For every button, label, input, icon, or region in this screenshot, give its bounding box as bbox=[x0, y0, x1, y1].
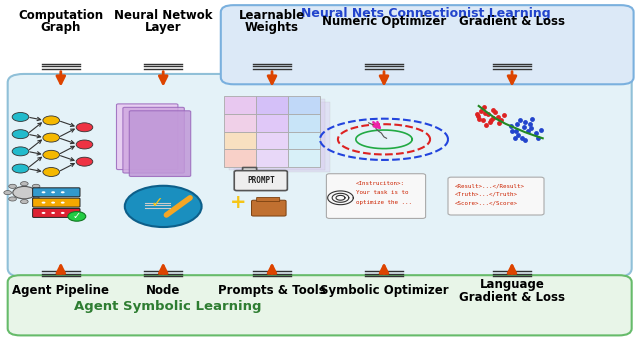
FancyBboxPatch shape bbox=[288, 114, 320, 132]
FancyBboxPatch shape bbox=[33, 198, 80, 207]
FancyBboxPatch shape bbox=[8, 275, 632, 335]
FancyBboxPatch shape bbox=[116, 104, 178, 170]
Circle shape bbox=[20, 182, 28, 186]
FancyBboxPatch shape bbox=[221, 5, 634, 84]
Circle shape bbox=[125, 186, 202, 227]
FancyBboxPatch shape bbox=[243, 168, 257, 172]
Text: ✓: ✓ bbox=[73, 211, 81, 222]
Text: optimize the ...: optimize the ... bbox=[356, 200, 412, 205]
Text: Graph: Graph bbox=[40, 21, 81, 34]
Circle shape bbox=[12, 112, 29, 121]
FancyBboxPatch shape bbox=[288, 96, 320, 114]
Text: PROMPT: PROMPT bbox=[247, 176, 275, 185]
Circle shape bbox=[43, 150, 60, 159]
FancyBboxPatch shape bbox=[224, 96, 256, 114]
Circle shape bbox=[32, 184, 40, 189]
Circle shape bbox=[51, 202, 55, 204]
Circle shape bbox=[43, 133, 60, 142]
FancyBboxPatch shape bbox=[234, 171, 287, 191]
FancyBboxPatch shape bbox=[8, 74, 632, 277]
Circle shape bbox=[68, 212, 86, 221]
Text: <Score>...</Score>: <Score>...</Score> bbox=[454, 201, 517, 206]
Text: Symbolic Optimizer: Symbolic Optimizer bbox=[320, 284, 448, 297]
Text: Gradient & Loss: Gradient & Loss bbox=[459, 291, 565, 304]
Text: Neural Netwok: Neural Netwok bbox=[114, 9, 212, 22]
Text: ✓: ✓ bbox=[150, 195, 163, 210]
Circle shape bbox=[12, 147, 29, 156]
FancyBboxPatch shape bbox=[256, 149, 288, 167]
Text: Layer: Layer bbox=[145, 21, 182, 34]
FancyBboxPatch shape bbox=[448, 177, 544, 215]
Text: Agent Symbolic Learning: Agent Symbolic Learning bbox=[74, 300, 261, 313]
Text: Node: Node bbox=[146, 284, 180, 297]
Text: <Result>...</Result>: <Result>...</Result> bbox=[454, 183, 524, 188]
FancyBboxPatch shape bbox=[229, 99, 325, 170]
FancyBboxPatch shape bbox=[326, 174, 426, 218]
Circle shape bbox=[37, 191, 45, 195]
FancyBboxPatch shape bbox=[224, 149, 256, 167]
Circle shape bbox=[12, 164, 29, 173]
Circle shape bbox=[13, 186, 36, 199]
Text: <Instruciton>:: <Instruciton>: bbox=[356, 181, 405, 186]
Circle shape bbox=[76, 157, 93, 166]
Circle shape bbox=[12, 130, 29, 139]
Text: Agent Pipeline: Agent Pipeline bbox=[12, 284, 109, 297]
FancyBboxPatch shape bbox=[33, 188, 80, 197]
Circle shape bbox=[4, 191, 12, 195]
FancyBboxPatch shape bbox=[234, 102, 330, 172]
Text: Language: Language bbox=[479, 278, 545, 291]
Text: Computation: Computation bbox=[18, 9, 104, 22]
FancyBboxPatch shape bbox=[252, 200, 286, 216]
Text: Weights: Weights bbox=[245, 21, 299, 34]
FancyBboxPatch shape bbox=[288, 149, 320, 167]
Circle shape bbox=[20, 200, 28, 204]
FancyBboxPatch shape bbox=[224, 114, 256, 132]
FancyBboxPatch shape bbox=[256, 96, 288, 114]
FancyBboxPatch shape bbox=[129, 111, 191, 176]
Circle shape bbox=[9, 197, 17, 201]
FancyBboxPatch shape bbox=[224, 131, 256, 149]
Text: Prompts & Tools: Prompts & Tools bbox=[218, 284, 326, 297]
Text: +: + bbox=[230, 193, 246, 213]
Circle shape bbox=[51, 191, 55, 193]
Text: Neural Nets Connectionist Learning: Neural Nets Connectionist Learning bbox=[301, 7, 550, 20]
FancyBboxPatch shape bbox=[33, 208, 80, 217]
Text: Gradient & Loss: Gradient & Loss bbox=[459, 15, 565, 28]
FancyBboxPatch shape bbox=[256, 114, 288, 132]
Circle shape bbox=[43, 168, 60, 176]
Text: Your task is to: Your task is to bbox=[356, 190, 408, 195]
Circle shape bbox=[9, 184, 17, 189]
Circle shape bbox=[61, 212, 65, 214]
FancyBboxPatch shape bbox=[257, 197, 280, 202]
Circle shape bbox=[76, 123, 93, 132]
Text: <Truth>...</Truth>: <Truth>...</Truth> bbox=[454, 192, 517, 197]
Text: Numeric Optimizer: Numeric Optimizer bbox=[322, 15, 446, 28]
FancyBboxPatch shape bbox=[256, 131, 288, 149]
Circle shape bbox=[42, 191, 45, 193]
Circle shape bbox=[32, 197, 40, 201]
Text: Learnable: Learnable bbox=[239, 9, 305, 22]
Circle shape bbox=[51, 212, 55, 214]
FancyBboxPatch shape bbox=[288, 131, 320, 149]
Circle shape bbox=[61, 191, 65, 193]
Circle shape bbox=[76, 140, 93, 149]
Circle shape bbox=[42, 212, 45, 214]
FancyBboxPatch shape bbox=[123, 107, 184, 173]
Circle shape bbox=[61, 202, 65, 204]
Circle shape bbox=[43, 116, 60, 125]
Circle shape bbox=[42, 202, 45, 204]
